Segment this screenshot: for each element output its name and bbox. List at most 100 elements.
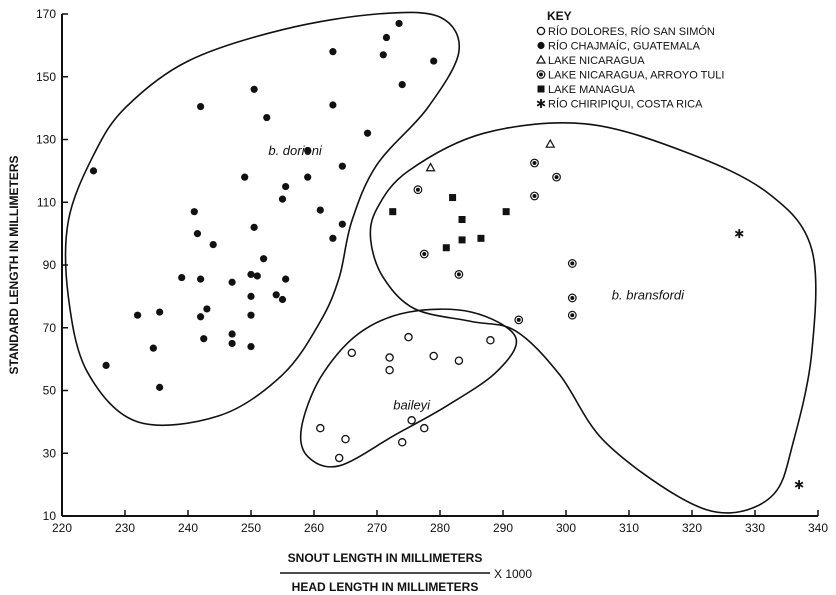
data-point xyxy=(398,80,406,89)
legend-marker xyxy=(537,85,545,93)
legend-title: KEY xyxy=(547,9,572,23)
data-point xyxy=(272,291,280,299)
x-tick-label: 240 xyxy=(178,521,198,535)
y-tick-label: 70 xyxy=(43,321,57,335)
data-point xyxy=(247,311,255,319)
legend-label: RÍO CHIRIPIQUI, COSTA RICA xyxy=(548,98,703,111)
data-point xyxy=(200,335,208,343)
data-point xyxy=(316,423,325,433)
data-point xyxy=(209,241,217,249)
data-point xyxy=(149,344,157,352)
legend-label: LAKE NICARAGUA, ARROYO TULI xyxy=(548,70,724,82)
data-point xyxy=(253,272,261,280)
x-tick-label: 310 xyxy=(619,521,639,535)
data-point xyxy=(389,208,397,216)
data-point xyxy=(263,113,271,122)
y-tick-label: 130 xyxy=(36,133,56,147)
data-point xyxy=(530,191,539,201)
legend: KEY RÍO DOLORES, RÍO SAN SIMÓN RÍO CHAJMA… xyxy=(535,9,724,111)
legend-marker xyxy=(536,26,546,36)
data-point xyxy=(156,383,164,391)
x-tick-label: 260 xyxy=(304,521,324,535)
y-tick-label: 170 xyxy=(36,7,56,21)
data-point xyxy=(530,158,539,168)
x-tick-label: 250 xyxy=(241,521,261,535)
data-point xyxy=(247,270,255,279)
data-point xyxy=(316,206,324,214)
data-point xyxy=(247,342,255,351)
data-point xyxy=(241,173,249,181)
data-point xyxy=(514,315,524,325)
data-point xyxy=(278,295,287,304)
data-point xyxy=(552,172,561,182)
data-point xyxy=(190,208,198,216)
data-point xyxy=(338,162,346,170)
x-tick-label: 340 xyxy=(808,521,828,535)
x-tick-label: 330 xyxy=(745,521,765,535)
legend-label: LAKE NICARAGUA xyxy=(548,55,645,67)
x-tick-label: 280 xyxy=(430,521,450,535)
data-point xyxy=(197,313,205,321)
data-point xyxy=(197,275,205,283)
data-point xyxy=(89,167,98,175)
data-point xyxy=(250,223,258,231)
data-point xyxy=(502,208,510,216)
data-point xyxy=(430,57,438,65)
data-point xyxy=(404,332,413,342)
group-label: baileyi xyxy=(393,397,431,412)
y-tick-label: 90 xyxy=(43,258,57,272)
data-point xyxy=(278,195,287,203)
data-point xyxy=(419,423,429,433)
x-tick-label: 320 xyxy=(682,521,702,535)
data-point xyxy=(250,85,258,93)
y-tick-label: 150 xyxy=(36,70,56,84)
legend-marker xyxy=(536,99,546,108)
data-point xyxy=(203,305,211,313)
x-tick-label: 220 xyxy=(52,521,72,535)
data-point xyxy=(545,138,556,148)
data-point xyxy=(449,194,457,202)
data-point xyxy=(419,249,429,259)
y-tick-label: 30 xyxy=(43,446,57,460)
data-point xyxy=(260,255,268,263)
data-point xyxy=(567,293,577,303)
data-point xyxy=(197,102,205,111)
y-tick-label: 110 xyxy=(37,195,56,209)
data-point xyxy=(347,348,357,358)
data-point xyxy=(442,244,450,252)
data-point xyxy=(454,270,464,279)
data-point xyxy=(567,259,577,268)
data-point xyxy=(334,453,344,463)
legend-marker xyxy=(537,41,545,50)
group-label: b. dorioni xyxy=(268,143,323,158)
x-tick-label: 290 xyxy=(493,521,513,535)
data-point xyxy=(329,101,337,109)
data-points xyxy=(89,19,804,490)
data-point xyxy=(338,220,346,228)
data-point xyxy=(304,146,312,155)
group-outline xyxy=(299,308,518,468)
x-axis-title-denominator: HEAD LENGTH IN MILLIMETERS xyxy=(292,580,479,594)
y-tick-label: 50 xyxy=(43,384,57,398)
y-axis-title: STANDARD LENGTH IN MILLIMETERS xyxy=(7,155,21,374)
data-point xyxy=(304,173,312,181)
data-point xyxy=(486,336,495,345)
data-point xyxy=(397,438,407,447)
data-point xyxy=(385,353,394,362)
x-ticks: 220 230 240 250 260 270 280 290 300 310 320 330 340 xyxy=(52,510,828,535)
data-point xyxy=(454,356,464,365)
data-point xyxy=(329,48,337,56)
data-point xyxy=(134,311,142,319)
group-outline xyxy=(64,11,461,427)
legend-label: LAKE MANAGUA xyxy=(548,84,635,96)
data-point xyxy=(458,216,466,224)
data-point xyxy=(477,234,485,242)
data-point xyxy=(458,236,466,244)
data-point xyxy=(363,129,372,137)
data-point xyxy=(329,234,337,242)
y-tick-label: 10 xyxy=(43,509,57,523)
data-point xyxy=(407,416,416,425)
legend-label: RÍO CHAJMAÍC, GUATEMALA xyxy=(548,40,701,53)
data-point xyxy=(734,229,744,239)
